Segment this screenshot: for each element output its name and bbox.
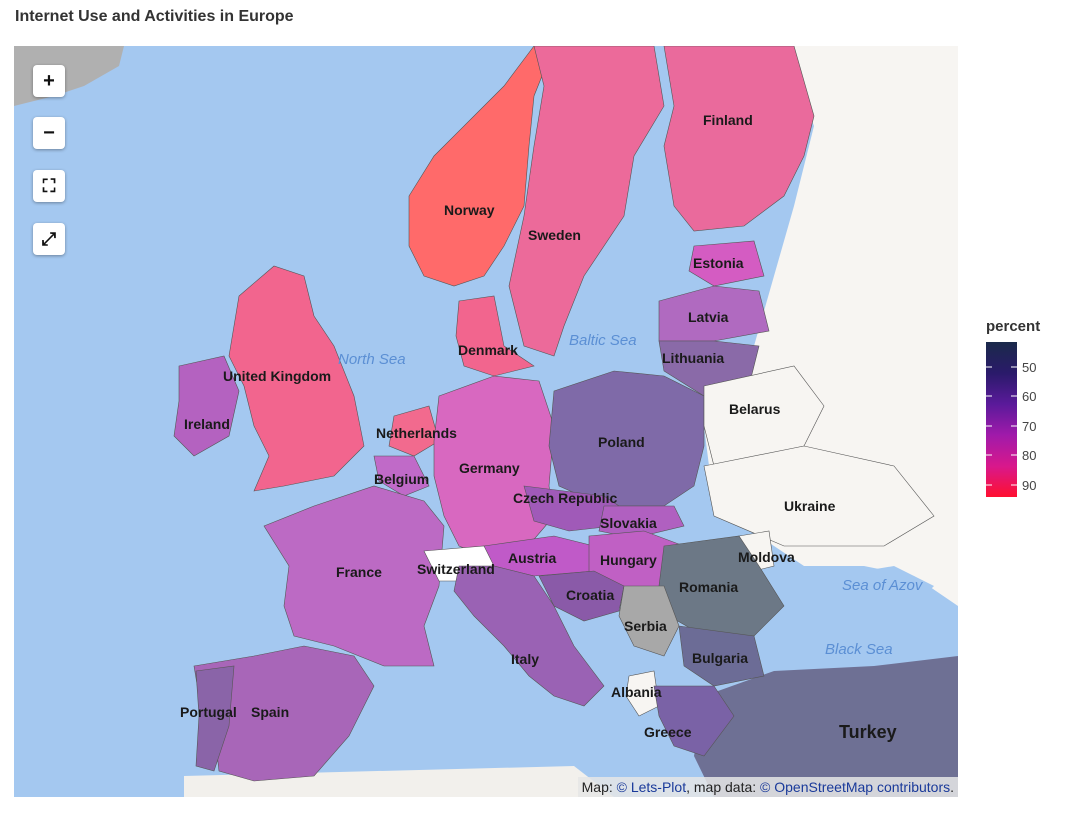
label-france: France xyxy=(336,564,382,580)
label-united-kingdom: United Kingdom xyxy=(223,368,331,384)
label-turkey: Turkey xyxy=(839,722,897,742)
map-attribution: Map: © Lets-Plot, map data: © OpenStreet… xyxy=(577,777,958,797)
lets-plot-link[interactable]: © Lets-Plot xyxy=(616,779,687,795)
country-italy[interactable] xyxy=(453,565,605,707)
reset-view-button[interactable]: ⤢ xyxy=(33,223,65,255)
country-bulgaria[interactable] xyxy=(678,625,765,687)
country-serbia[interactable] xyxy=(618,585,680,657)
fullscreen-button[interactable]: ⛶ xyxy=(33,170,65,202)
legend-gradient xyxy=(986,342,1017,497)
label-romania: Romania xyxy=(679,579,738,595)
label-poland: Poland xyxy=(598,434,645,450)
sea-azov xyxy=(834,566,934,606)
label-spain: Spain xyxy=(251,704,289,720)
map-canvas[interactable]: North Sea Baltic Sea Sea of Azov Black S… xyxy=(14,46,958,797)
sea-label-sea-of-azov: Sea of Azov xyxy=(842,577,924,594)
country-turkey xyxy=(694,656,958,797)
label-belarus: Belarus xyxy=(729,401,781,417)
country-ireland[interactable] xyxy=(173,355,240,457)
country-sweden[interactable] xyxy=(508,46,665,357)
country-poland[interactable] xyxy=(548,370,705,507)
country-united-kingdom[interactable] xyxy=(228,265,365,492)
legend-tick-label: 80 xyxy=(1022,448,1036,463)
label-serbia: Serbia xyxy=(624,618,667,634)
country-france[interactable] xyxy=(263,485,445,667)
label-germany: Germany xyxy=(459,460,520,476)
sea-label-black-sea: Black Sea xyxy=(825,641,893,658)
country-portugal[interactable] xyxy=(195,665,235,772)
zoom-out-button[interactable]: − xyxy=(33,117,65,149)
label-greece: Greece xyxy=(644,724,692,740)
country-ukraine[interactable] xyxy=(703,445,935,547)
country-slovakia[interactable] xyxy=(598,505,685,539)
sea-label-north-sea: North Sea xyxy=(338,351,406,368)
chart-title: Internet Use and Activities in Europe xyxy=(15,8,294,25)
legend-tick-label: 70 xyxy=(1022,419,1036,434)
label-czech-republic: Czech Republic xyxy=(513,490,617,506)
country-greece[interactable] xyxy=(653,685,735,757)
attribution-suffix: . xyxy=(950,779,954,795)
country-norway[interactable] xyxy=(408,46,555,287)
map-viewport[interactable]: North Sea Baltic Sea Sea of Azov Black S… xyxy=(14,46,958,797)
country-denmark[interactable] xyxy=(455,295,535,377)
country-belgium[interactable] xyxy=(373,455,430,497)
legend-tick-label: 60 xyxy=(1022,389,1036,404)
label-croatia: Croatia xyxy=(566,587,614,603)
label-hungary: Hungary xyxy=(600,552,657,568)
attribution-prefix: Map: xyxy=(581,779,617,795)
attribution-middle: , map data: xyxy=(686,779,761,795)
label-lithuania: Lithuania xyxy=(662,350,724,366)
osm-link[interactable]: © OpenStreetMap contributors xyxy=(760,779,951,795)
label-portugal: Portugal xyxy=(180,704,237,720)
label-belgium: Belgium xyxy=(374,471,429,487)
label-denmark: Denmark xyxy=(458,342,518,358)
label-estonia: Estonia xyxy=(693,255,744,271)
label-norway: Norway xyxy=(444,202,495,218)
legend-colorbar: 50 60 70 80 90 xyxy=(986,342,1036,497)
country-estonia[interactable] xyxy=(688,240,765,287)
label-bulgaria: Bulgaria xyxy=(692,650,748,666)
legend: percent 50 60 70 80 90 xyxy=(986,318,1041,497)
country-netherlands[interactable] xyxy=(388,405,440,457)
legend-title: percent xyxy=(986,318,1041,335)
label-moldova: Moldova xyxy=(738,549,795,565)
label-sweden: Sweden xyxy=(528,227,581,243)
legend-tick-label: 90 xyxy=(1022,478,1036,493)
label-austria: Austria xyxy=(508,550,556,566)
label-switzerland: Switzerland xyxy=(417,561,495,577)
sea-label-baltic-sea: Baltic Sea xyxy=(569,332,637,349)
label-finland: Finland xyxy=(703,112,753,128)
label-ireland: Ireland xyxy=(184,416,230,432)
label-italy: Italy xyxy=(511,651,539,667)
label-netherlands: Netherlands xyxy=(376,425,457,441)
country-finland[interactable] xyxy=(663,46,815,232)
legend-tick-label: 50 xyxy=(1022,360,1036,375)
label-ukraine: Ukraine xyxy=(784,498,836,514)
country-albania[interactable] xyxy=(625,670,660,717)
label-albania: Albania xyxy=(611,684,662,700)
label-latvia: Latvia xyxy=(688,309,729,325)
label-slovakia: Slovakia xyxy=(600,515,657,531)
zoom-in-button[interactable]: + xyxy=(33,65,65,97)
